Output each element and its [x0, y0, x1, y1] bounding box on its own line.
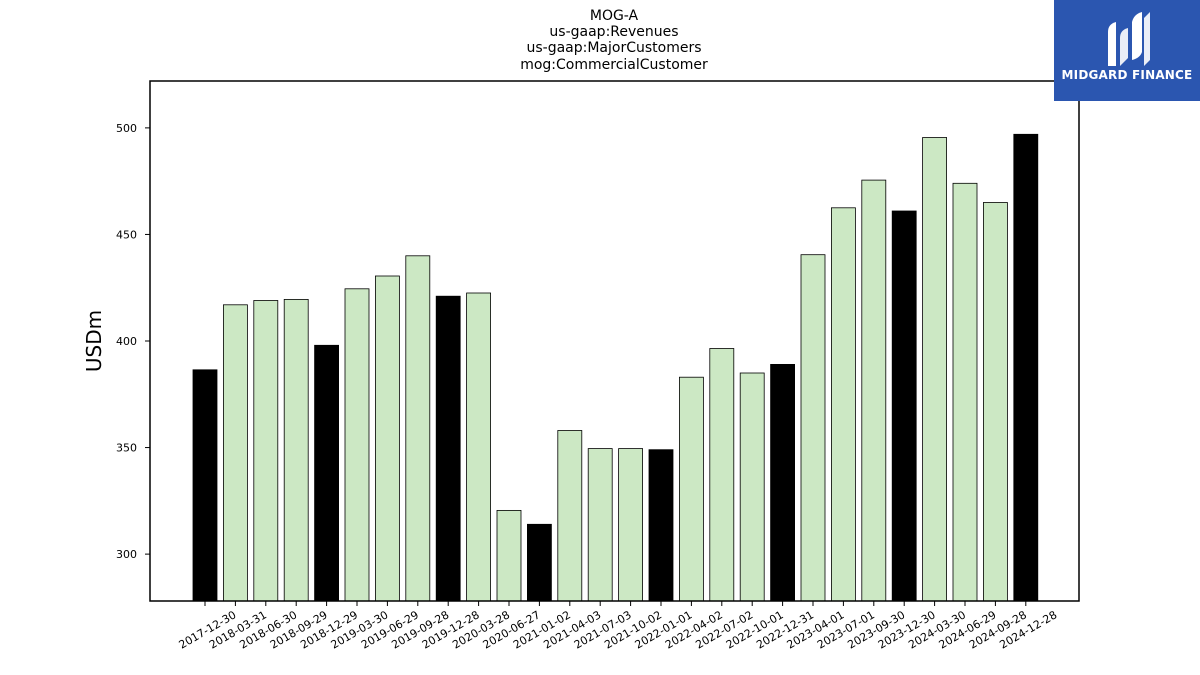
bar-2020-03-28 [466, 292, 492, 602]
bar-2022-10-01 [739, 372, 765, 602]
bar-2022-04-02 [679, 376, 704, 602]
y-axis-title: USDm [82, 310, 106, 372]
bar-2020-06-27 [496, 509, 522, 602]
y-tick-label: 350 [116, 442, 137, 455]
logo-text: MIDGARD FINANCE [1061, 68, 1193, 82]
chart-title-line-3: us-gaap:MajorCustomers [526, 40, 701, 56]
bar-2018-03-31 [222, 304, 248, 602]
y-tick-label: 400 [116, 335, 137, 348]
bar-2021-04-03 [557, 430, 583, 602]
bar-2022-12-31 [770, 363, 795, 602]
bar-2017-12-30 [192, 369, 218, 602]
bar-2023-12-30 [891, 210, 917, 602]
y-axis: 300 350 400 450 500 [116, 122, 150, 561]
bar-2024-12-28 [1013, 133, 1039, 602]
bar-2024-03-30 [922, 137, 947, 602]
chart-title-line-4: mog:CommercialCustomer [520, 57, 708, 73]
y-tick-label: 450 [116, 228, 137, 241]
chart-title: MOG-A us-gaap:Revenues us-gaap:MajorCust… [520, 8, 708, 73]
bars-group [192, 133, 1039, 602]
bar-2022-01-01 [648, 449, 674, 602]
bar-2018-06-30 [253, 300, 279, 602]
chart-title-line-1: MOG-A [590, 8, 639, 24]
bar-2024-06-29 [952, 182, 978, 602]
bar-2021-01-02 [527, 523, 552, 602]
bar-2019-09-28 [405, 255, 431, 602]
bar-2019-03-30 [344, 288, 370, 602]
bar-2018-12-29 [314, 344, 340, 602]
y-tick-label: 300 [116, 548, 137, 561]
bar-2019-12-28 [435, 295, 461, 602]
bar-2022-07-02 [709, 348, 735, 602]
bar-2023-07-01 [831, 207, 856, 602]
plot-frame [149, 80, 1080, 602]
bar-2018-09-29 [283, 298, 309, 602]
bar-2019-06-29 [374, 275, 400, 602]
bar-2021-07-03 [587, 448, 613, 602]
brand-logo: MIDGARD FINANCE [1054, 0, 1200, 101]
midgard-logo-icon [1108, 12, 1150, 66]
chart-title-line-2: us-gaap:Revenues [549, 24, 678, 40]
bar-2023-04-01 [800, 254, 826, 602]
x-axis: 2017-12-302018-03-312018-06-302018-09-29… [177, 601, 1059, 652]
bar-2023-09-30 [861, 179, 887, 602]
bar-2021-10-02 [618, 448, 643, 602]
y-tick-label: 500 [116, 122, 137, 135]
bar-2024-09-28 [983, 202, 1008, 602]
